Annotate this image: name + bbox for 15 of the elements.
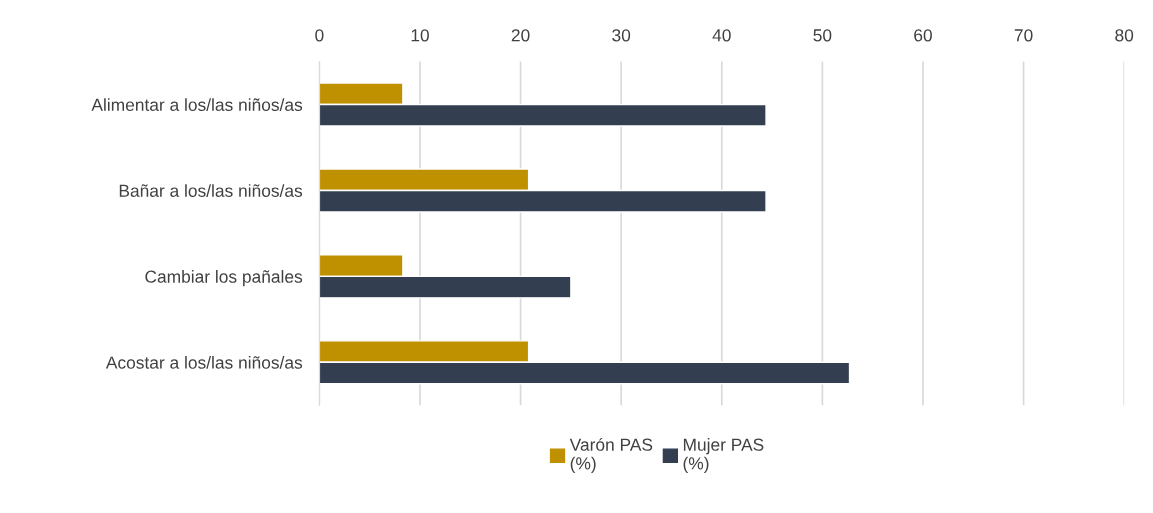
y-tick-label: Alimentar a los/las niños/as: [91, 98, 303, 111]
x-tick-label: 60: [914, 29, 932, 42]
x-tick-label: 20: [511, 29, 530, 42]
x-tick-label: 0: [315, 29, 324, 42]
y-tick-label: Cambiar los pañales: [145, 270, 303, 287]
x-tick-label: 80: [1115, 29, 1134, 42]
y-tick-label: Bañar a los/las niños/as: [119, 184, 303, 197]
legend-label: Varón PAS (%): [569, 437, 653, 473]
legend-label: Mujer PAS (%): [683, 438, 764, 473]
y-tick-label: Acostar a los/las niños/as: [105, 356, 303, 369]
x-tick-label: 50: [813, 29, 832, 42]
x-tick-label: 10: [411, 29, 429, 42]
x-tick-label: 40: [712, 29, 731, 42]
x-tick-label: 70: [1014, 29, 1033, 42]
x-tick-label: 30: [612, 29, 631, 42]
